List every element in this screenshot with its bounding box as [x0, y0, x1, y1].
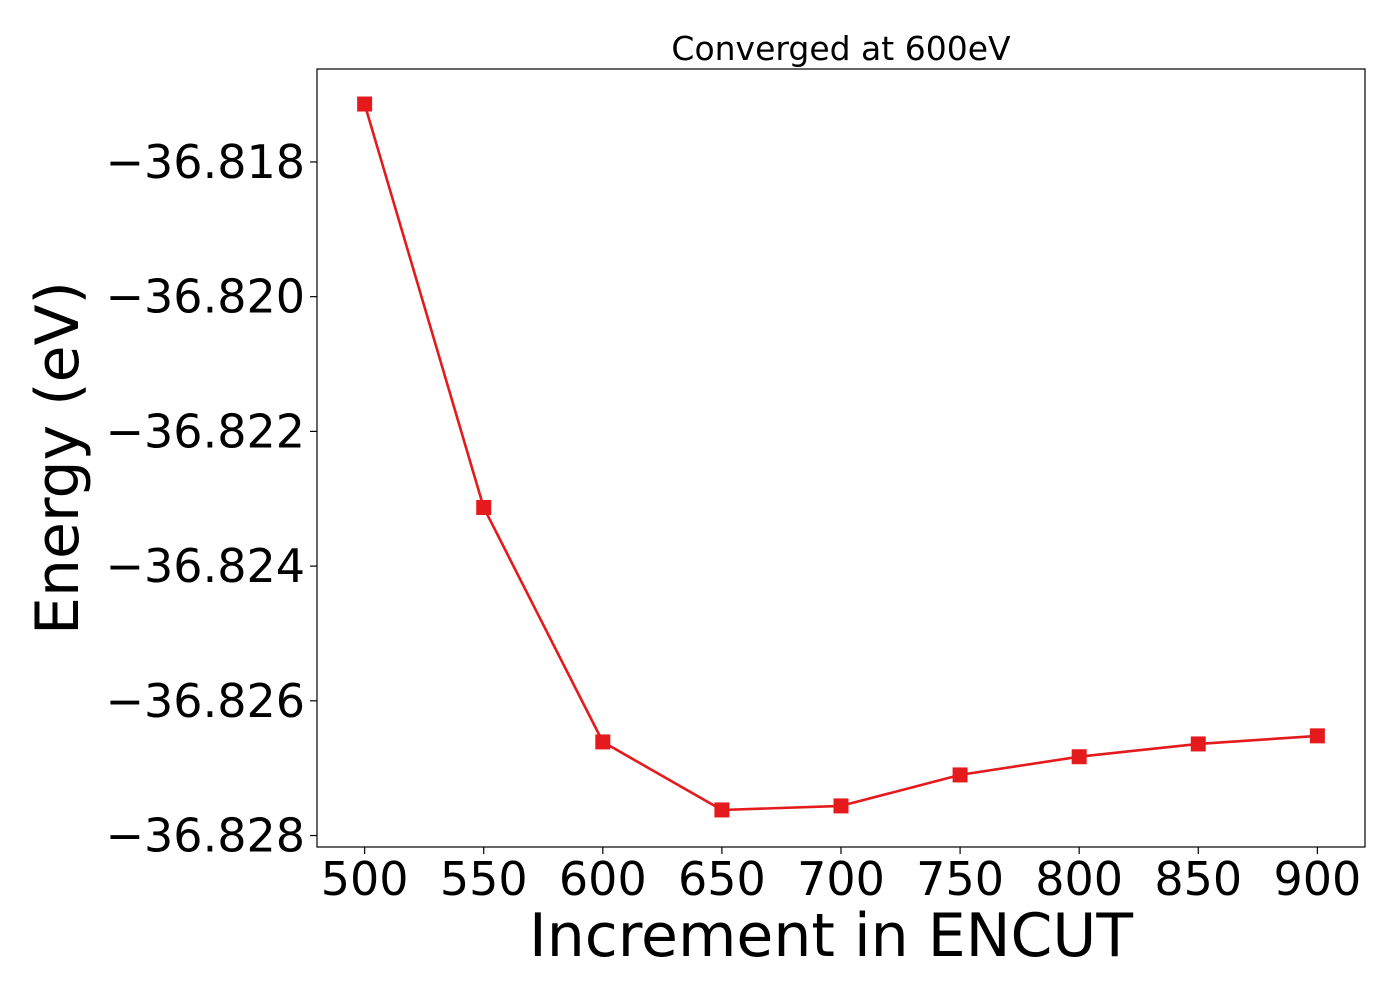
data-point-marker [1071, 749, 1087, 765]
x-axis-label: Increment in ENCUT [529, 901, 1133, 971]
chart-title: Converged at 600eV [671, 29, 1011, 68]
x-tick-label: 700 [797, 852, 885, 906]
x-tick-label: 500 [321, 852, 409, 906]
x-tick-label: 550 [440, 852, 528, 906]
data-point-marker [476, 500, 492, 516]
x-tick-label: 900 [1273, 852, 1361, 906]
y-axis-label: Energy (eV) [23, 281, 93, 635]
y-tick-label: −36.828 [106, 809, 306, 863]
y-tick-label: −36.826 [106, 674, 306, 728]
plot-frame [316, 68, 1366, 848]
data-point-marker [1309, 728, 1325, 744]
y-tick-label: −36.824 [106, 539, 306, 593]
data-point-marker [357, 96, 373, 112]
x-tick-label: 600 [559, 852, 647, 906]
data-point-marker [833, 798, 849, 814]
x-tick-label: 650 [678, 852, 766, 906]
data-point-marker [952, 767, 968, 783]
series-line [363, 103, 1318, 812]
data-point-marker [1190, 736, 1206, 752]
x-tick-label: 750 [916, 852, 1004, 906]
y-tick-label: −36.818 [106, 135, 306, 189]
x-tick-label: 850 [1154, 852, 1242, 906]
data-point-marker [714, 802, 730, 818]
y-tick-label: −36.820 [106, 270, 306, 324]
x-tick-label: 800 [1035, 852, 1123, 906]
y-tick-label: −36.822 [106, 404, 306, 458]
plot-area: 500 550 600 650 700 750 800 850 900 −36.828 −36.82… [106, 96, 1361, 906]
data-point-marker [595, 734, 611, 750]
